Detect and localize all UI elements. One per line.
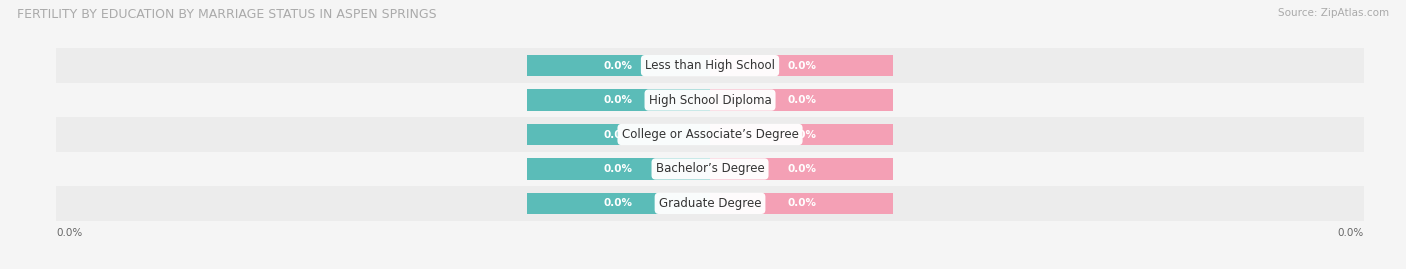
Bar bbox=[0, 152, 1406, 186]
Text: 0.0%: 0.0% bbox=[787, 129, 815, 140]
Bar bbox=[0, 117, 1406, 152]
Bar bbox=[0, 186, 1406, 221]
Text: College or Associate’s Degree: College or Associate’s Degree bbox=[621, 128, 799, 141]
Bar bbox=[710, 158, 893, 180]
Text: Source: ZipAtlas.com: Source: ZipAtlas.com bbox=[1278, 8, 1389, 18]
Bar bbox=[710, 89, 893, 111]
Bar bbox=[527, 158, 710, 180]
Bar bbox=[710, 55, 893, 76]
Bar bbox=[710, 124, 893, 145]
Text: 0.0%: 0.0% bbox=[605, 164, 633, 174]
Bar bbox=[527, 89, 710, 111]
Text: 0.0%: 0.0% bbox=[787, 95, 815, 105]
Bar bbox=[0, 83, 1406, 117]
Bar bbox=[527, 124, 710, 145]
Text: 0.0%: 0.0% bbox=[56, 228, 83, 238]
Bar bbox=[0, 48, 1406, 83]
Text: 0.0%: 0.0% bbox=[787, 61, 815, 71]
Legend: Married, Unmarried: Married, Unmarried bbox=[623, 264, 797, 269]
Bar bbox=[527, 55, 710, 76]
Text: 0.0%: 0.0% bbox=[1337, 228, 1364, 238]
Text: 0.0%: 0.0% bbox=[787, 164, 815, 174]
Text: 0.0%: 0.0% bbox=[605, 129, 633, 140]
Bar bbox=[710, 193, 893, 214]
Text: FERTILITY BY EDUCATION BY MARRIAGE STATUS IN ASPEN SPRINGS: FERTILITY BY EDUCATION BY MARRIAGE STATU… bbox=[17, 8, 436, 21]
Text: Bachelor’s Degree: Bachelor’s Degree bbox=[655, 162, 765, 175]
Text: Graduate Degree: Graduate Degree bbox=[659, 197, 761, 210]
Text: 0.0%: 0.0% bbox=[605, 61, 633, 71]
Text: High School Diploma: High School Diploma bbox=[648, 94, 772, 107]
Text: Less than High School: Less than High School bbox=[645, 59, 775, 72]
Bar bbox=[527, 193, 710, 214]
Text: 0.0%: 0.0% bbox=[605, 198, 633, 208]
Text: 0.0%: 0.0% bbox=[605, 95, 633, 105]
Text: 0.0%: 0.0% bbox=[787, 198, 815, 208]
